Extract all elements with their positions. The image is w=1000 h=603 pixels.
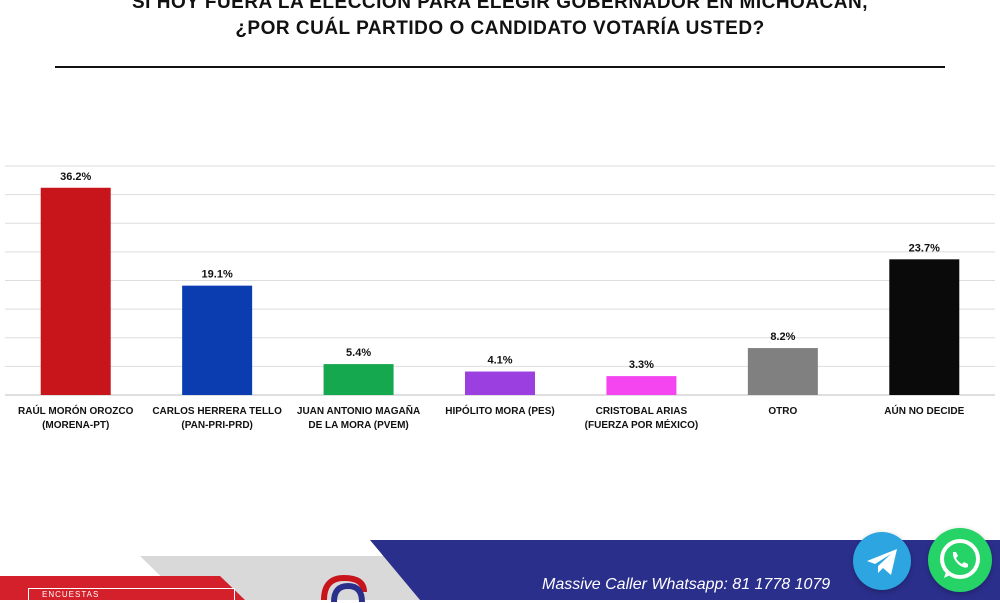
category-label: JUAN ANTONIO MAGAÑA [297, 404, 420, 417]
logo-text: ENCUESTAS [42, 590, 100, 599]
category-label: (FUERZA POR MÉXICO) [585, 418, 699, 431]
category-label: CARLOS HERRERA TELLO [152, 406, 282, 417]
footer-navy-band [370, 540, 1000, 600]
bar [747, 348, 818, 395]
category-label: (MORENA-PT) [42, 420, 109, 431]
telegram-icon[interactable] [853, 532, 911, 590]
data-label: 3.3% [629, 359, 654, 371]
bar [40, 187, 111, 395]
brand-logo-icon [321, 574, 367, 602]
bar [323, 364, 394, 395]
footer-contact-text: Massive Caller Whatsapp: 81 1778 1079 [542, 576, 831, 593]
logo-frame [28, 588, 235, 603]
data-label: 36.2% [60, 171, 91, 183]
data-label: 19.1% [202, 269, 233, 281]
whatsapp-icon[interactable] [928, 528, 992, 592]
bar [182, 285, 253, 395]
title-line-2: ¿POR CUÁL PARTIDO O CANDIDATO VOTARÍA US… [235, 18, 765, 39]
category-label: (PAN-PRI-PRD) [181, 420, 252, 431]
data-label: 4.1% [487, 355, 512, 367]
data-label: 23.7% [909, 242, 940, 254]
bar [889, 259, 960, 395]
bar [606, 376, 677, 395]
category-label: RAÚL MORÓN OROZCO [18, 404, 134, 417]
bar [465, 371, 535, 395]
category-label: CRISTOBAL ARIAS [596, 406, 688, 417]
category-label: AÚN NO DECIDE [884, 404, 964, 417]
chart-title: SI HOY FUERA LA ELECCIÓN PARA ELEGIR GOB… [0, 0, 1000, 42]
data-label: 5.4% [346, 347, 371, 359]
data-label: 8.2% [770, 331, 795, 343]
title-divider [55, 66, 945, 68]
category-label: DE LA MORA (PVEM) [308, 420, 408, 431]
title-line-1: SI HOY FUERA LA ELECCIÓN PARA ELEGIR GOB… [132, 0, 868, 13]
category-label: OTRO [768, 406, 797, 417]
category-label: HIPÓLITO MORA (PES) [445, 404, 554, 417]
bar-chart: 36.2% RAÚL MORÓN OROZCO (MORENA-PT) 19.1% CA… [5, 165, 995, 431]
